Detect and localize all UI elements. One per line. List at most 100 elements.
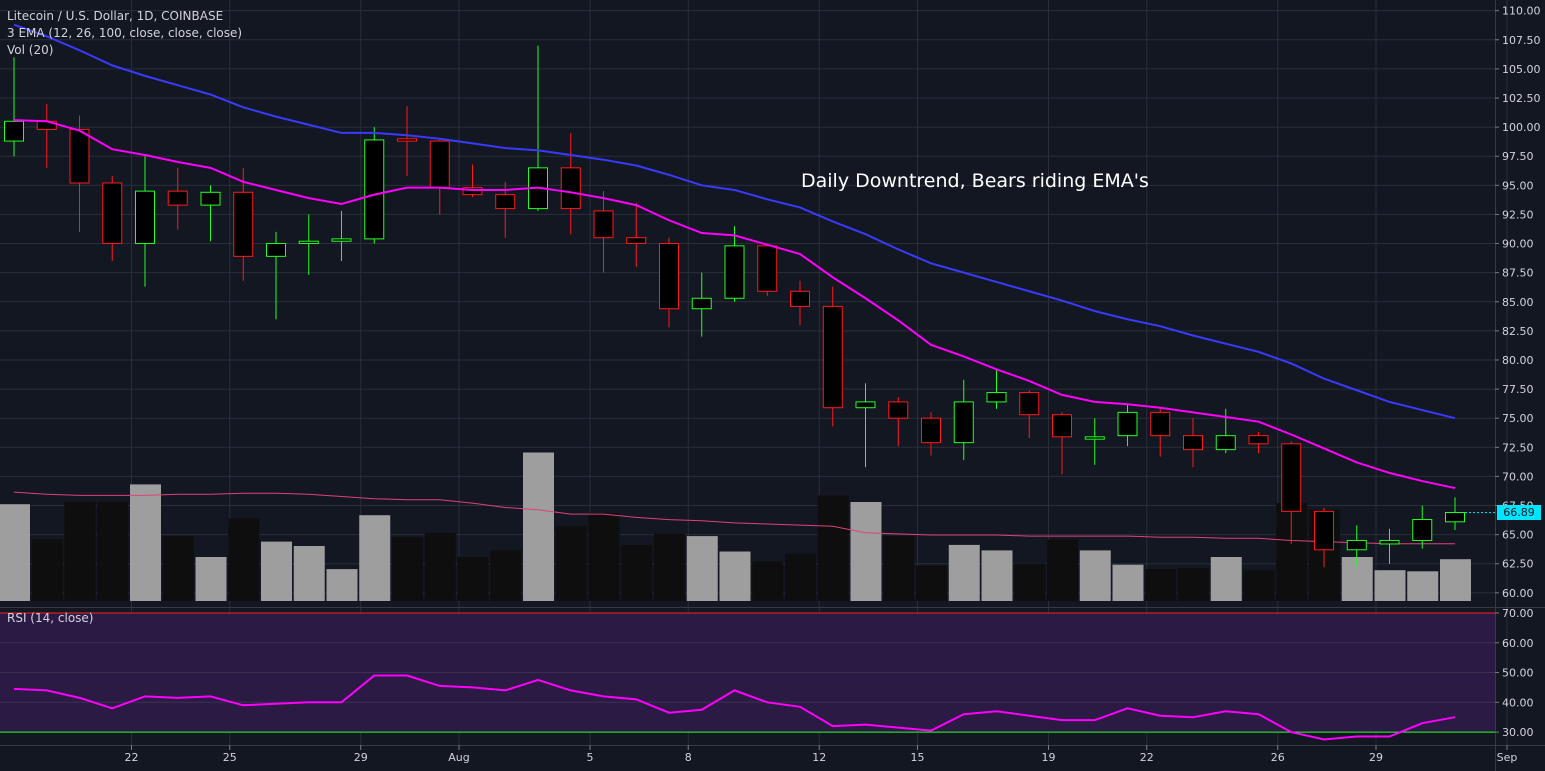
price-tick-label: 80.00: [1502, 354, 1534, 367]
candle: [1281, 441, 1302, 544]
candle: [200, 185, 221, 242]
candle-body: [1117, 411, 1138, 437]
volume-bars: [0, 452, 1471, 601]
rsi-legend: RSI (14, close): [7, 611, 94, 625]
candle-body: [921, 417, 941, 444]
candle-body: [200, 191, 221, 206]
price-tick-label: 77.50: [1502, 383, 1534, 396]
candle-body: [986, 392, 1007, 403]
candle: [364, 127, 385, 244]
candle: [397, 106, 417, 176]
volume-bar: [1178, 568, 1209, 601]
candle: [1314, 507, 1334, 568]
candle-body: [790, 290, 810, 307]
candle: [69, 115, 90, 232]
volume-legend: Vol (20): [7, 43, 54, 57]
volume-ma-line: [13, 491, 1455, 545]
candle-body: [855, 401, 876, 409]
candle: [102, 176, 123, 261]
time-tick-label: 5: [587, 751, 594, 764]
volume-bar: [883, 536, 915, 601]
volume-bar: [719, 551, 751, 601]
candle-body: [659, 243, 679, 310]
candle: [659, 237, 679, 328]
candle: [921, 412, 941, 456]
price-tick-label: 65.00: [1502, 529, 1534, 542]
candle: [560, 132, 581, 235]
volume-bar: [948, 544, 980, 601]
volume-bar: [424, 532, 456, 601]
candle: [1052, 412, 1072, 475]
candle-body: [266, 243, 286, 257]
candle: [822, 286, 843, 427]
symbol-title: Litecoin / U.S. Dollar, 1D, COINBASE: [7, 9, 224, 23]
rsi-line: [13, 674, 1456, 741]
price-tick-label: 107.50: [1502, 34, 1541, 47]
volume-bar: [97, 502, 129, 601]
volume-bar: [981, 550, 1013, 601]
price-tick-label: 110.00: [1502, 5, 1541, 18]
candle-body: [298, 240, 319, 245]
candle: [233, 167, 254, 281]
volume-bar: [654, 533, 685, 601]
candle: [626, 202, 647, 267]
volume-bar: [1440, 559, 1471, 601]
candle: [298, 214, 319, 275]
candle: [1019, 390, 1040, 438]
volume-bar: [261, 541, 292, 601]
volume-bar: [64, 502, 96, 601]
candle-body: [167, 190, 188, 206]
volume-bar: [1210, 557, 1242, 601]
candle: [1346, 525, 1367, 567]
volume-bar: [490, 550, 522, 601]
candle: [691, 272, 712, 337]
candle-body: [888, 401, 909, 419]
volume-bar: [1112, 564, 1144, 601]
volume-bar: [326, 569, 358, 601]
candle-body: [429, 140, 450, 189]
time-tick-label: 22: [1140, 751, 1154, 764]
candle-body: [593, 210, 614, 239]
price-tick-label: 60.00: [1502, 587, 1534, 600]
time-tick-label: 12: [812, 751, 826, 764]
price-tick-label: 102.50: [1502, 92, 1541, 105]
price-tick-label: 100.00: [1502, 121, 1541, 134]
candle-body: [757, 245, 778, 292]
candle-body: [102, 182, 123, 245]
rsi-tick-label: 60.00: [1502, 637, 1534, 650]
time-axis: 22 25 29 Aug 5 8 12 15 19 22 26 29 Sep: [125, 745, 1518, 764]
candle-body: [1084, 436, 1105, 440]
candle-body: [1215, 435, 1236, 451]
price-tick-label: 92.50: [1502, 208, 1534, 221]
volume-bar: [850, 502, 882, 601]
candle: [724, 226, 745, 302]
candle: [855, 383, 876, 468]
time-tick-label: 25: [223, 751, 237, 764]
price-tick-label: 62.50: [1502, 558, 1534, 571]
candle-body: [1248, 435, 1269, 445]
volume-bar: [195, 557, 227, 601]
candle: [888, 397, 909, 447]
candle: [1379, 528, 1400, 564]
rsi-tick-label: 50.00: [1502, 667, 1534, 680]
candle: [986, 369, 1007, 409]
time-tick-label: 29: [354, 751, 368, 764]
volume-bar: [1374, 570, 1406, 601]
candle: [953, 379, 974, 461]
candle: [757, 243, 778, 296]
candle-body: [1183, 435, 1203, 451]
time-tick-label: 26: [1271, 751, 1285, 764]
candles: [4, 45, 1465, 568]
candle-body: [233, 191, 254, 257]
candle: [1215, 408, 1236, 454]
candle: [1412, 505, 1433, 549]
candle-body: [1412, 518, 1433, 541]
volume-bar: [686, 536, 718, 601]
rsi-tick-label: 70.00: [1502, 607, 1534, 620]
candle-body: [1314, 510, 1334, 551]
volume-bar: [752, 561, 784, 601]
time-tick-label: Sep: [1497, 751, 1518, 764]
candle-body: [1281, 443, 1302, 512]
volume-bar: [817, 495, 849, 601]
